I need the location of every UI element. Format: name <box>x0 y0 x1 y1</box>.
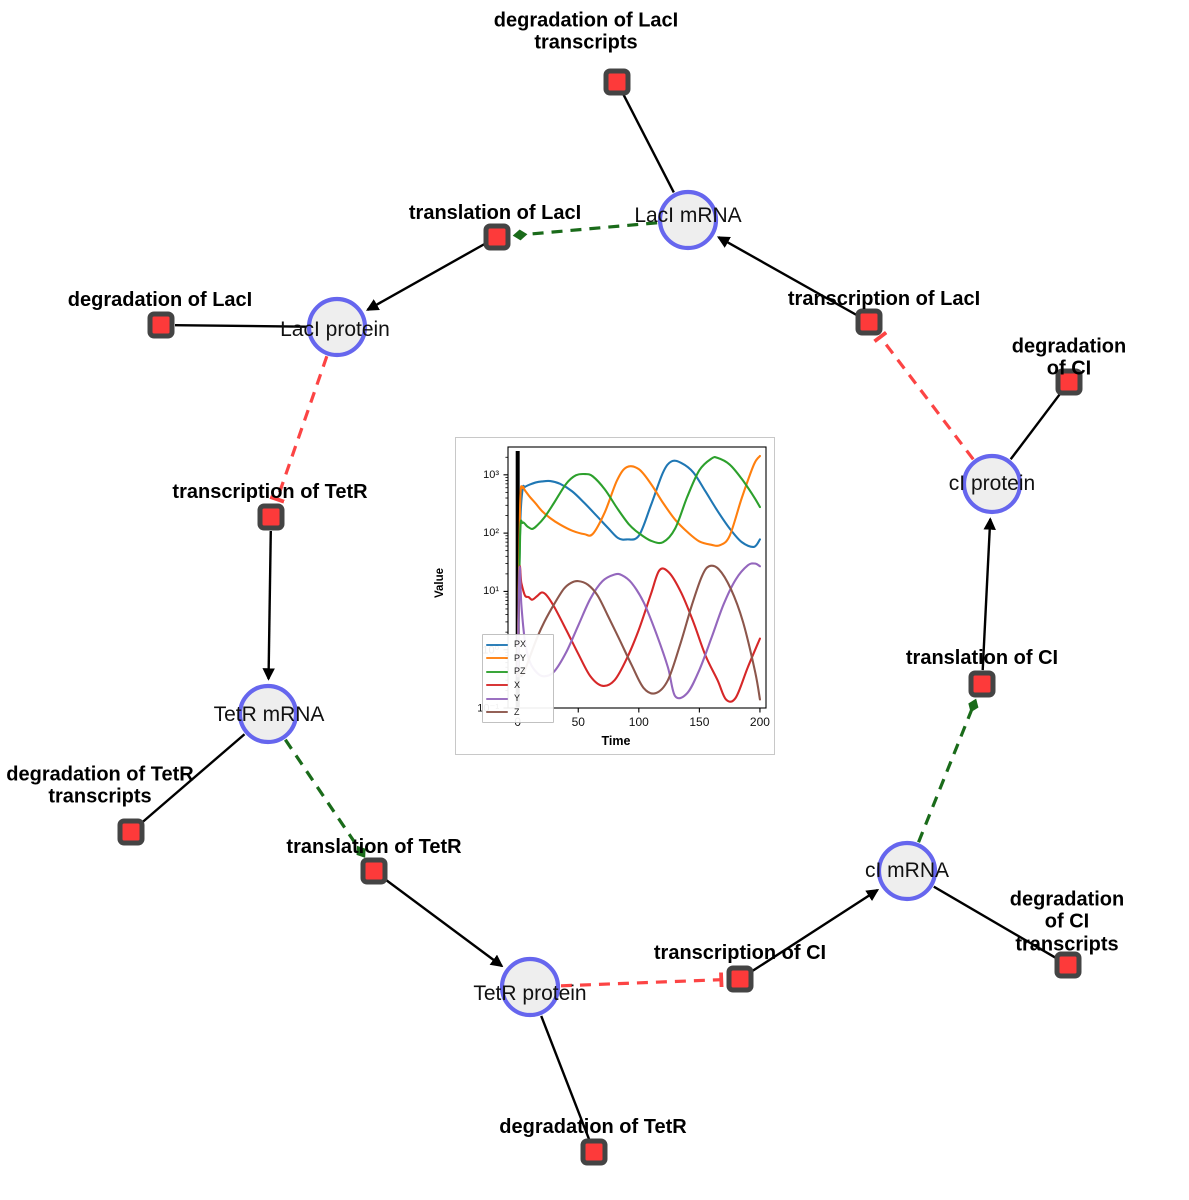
legend-swatch-PZ <box>486 670 508 673</box>
species-label-ci_protein: cI protein <box>948 472 1036 495</box>
edge-layer <box>140 93 1062 1140</box>
species-node-laci_mrna[interactable] <box>657 189 719 251</box>
edge-ci_protein-to-transcription_laci <box>873 330 975 461</box>
edge-deg_tetr_transcripts-to-tetr_mrna <box>140 733 246 824</box>
legend-label-Z: Z <box>514 706 520 717</box>
timecourse-plot: 10⁻¹10⁰10¹10²10³ 050100150200 Time Value… <box>434 437 775 755</box>
reaction-node-deg_tetr_transcripts[interactable] <box>117 818 145 846</box>
reaction-label-deg_tetr: degradation of TetR <box>499 1115 687 1138</box>
edge-transcription_ci-to-ci_mrna <box>751 888 880 973</box>
edge-deg_ci-to-ci_protein <box>1009 392 1062 460</box>
reaction-node-deg_tetr[interactable] <box>580 1138 608 1166</box>
node-layer <box>117 68 1083 1166</box>
plot-xtick-4: 200 <box>749 715 770 729</box>
plot-series-Z <box>516 564 761 701</box>
reaction-node-translation_laci[interactable] <box>483 223 511 251</box>
plot-ytick-2: 10¹ <box>483 585 499 598</box>
plot-x-axis-label: Time <box>601 734 631 748</box>
edge-tetr_protein-to-transcription_ci <box>560 972 724 988</box>
legend-row-Z: Z <box>486 706 549 720</box>
edge-laci_protein-to-transcription_tetr <box>269 355 329 504</box>
plot-xtick-3: 150 <box>689 715 710 729</box>
plot-series-PZ <box>516 456 761 674</box>
plot-xtick-1: 50 <box>571 715 585 729</box>
edge-ci_mrna-to-translation_ci <box>917 698 979 843</box>
plot-ytick-4: 10³ <box>483 468 499 481</box>
species-label-tetr_mrna: TetR mRNA <box>213 703 325 726</box>
reaction-label-transcription_laci: transcription of LacI <box>787 287 981 310</box>
species-node-laci_protein[interactable] <box>306 296 368 358</box>
legend-label-X: X <box>514 679 521 690</box>
edge-translation_ci-to-ci_protein <box>981 517 996 671</box>
plot-series-X <box>516 565 761 703</box>
legend-label-Y: Y <box>514 693 521 704</box>
plot-y-axis-label: Value <box>434 567 446 599</box>
reaction-label-translation_laci: translation of LacI <box>408 201 582 224</box>
reaction-label-deg_ci_transcripts: degradation of CI transcripts <box>1009 888 1125 956</box>
legend-swatch-Z <box>486 711 508 714</box>
reaction-node-transcription_tetr[interactable] <box>257 503 285 531</box>
reaction-node-transcription_laci[interactable] <box>855 308 883 336</box>
legend-swatch-X <box>486 684 508 687</box>
reaction-node-translation_tetr[interactable] <box>360 857 388 885</box>
legend-row-Y: Y <box>486 692 549 706</box>
plot-series-PY <box>516 454 761 669</box>
edge-transcription_laci-to-laci_mrna <box>716 236 858 317</box>
legend-row-PZ: PZ <box>486 665 549 679</box>
reaction-node-deg_ci_transcripts[interactable] <box>1054 951 1082 979</box>
reaction-label-translation_tetr: translation of TetR <box>286 835 462 858</box>
plot-series-PX <box>516 459 761 669</box>
plot-ytick-3: 10² <box>483 527 499 540</box>
legend-row-PX: PX <box>486 638 549 652</box>
species-label-laci_protein: LacI protein <box>280 318 390 341</box>
edge-deg_ci_transcripts-to-ci_mrna <box>933 885 1057 959</box>
reaction-label-deg_laci: degradation of LacI <box>67 288 253 311</box>
reaction-label-deg_tetr_transcripts: degradation of TetR transcripts <box>6 763 194 808</box>
reaction-node-transcription_ci[interactable] <box>726 965 754 993</box>
edge-translation_laci-to-laci_protein <box>365 242 486 311</box>
reaction-label-deg_ci: degradation of CI <box>1011 335 1127 380</box>
legend-label-PY: PY <box>514 652 527 663</box>
reaction-label-transcription_ci: transcription of CI <box>653 941 827 964</box>
plot-legend: PX PY PZ X Y Z <box>482 634 554 723</box>
reaction-node-deg_laci_transcripts[interactable] <box>603 68 631 96</box>
edge-tetr_mrna-to-translation_tetr <box>284 738 366 858</box>
edge-laci_mrna-to-translation_laci <box>512 221 658 241</box>
legend-label-PX: PX <box>514 639 527 650</box>
species-node-ci_mrna[interactable] <box>876 840 938 902</box>
edge-translation_tetr-to-tetr_protein <box>384 878 504 968</box>
reaction-node-deg_ci[interactable] <box>1055 368 1083 396</box>
edge-deg_laci-to-laci_protein <box>174 323 307 328</box>
species-node-tetr_protein[interactable] <box>499 956 561 1018</box>
legend-swatch-Y <box>486 697 508 700</box>
edge-deg_laci_transcripts-to-laci_mrna <box>622 93 675 193</box>
species-label-ci_mrna: cI mRNA <box>865 859 949 882</box>
reaction-label-transcription_tetr: transcription of TetR <box>172 480 368 503</box>
plot-tick-marks <box>503 456 761 713</box>
reaction-label-translation_ci: translation of CI <box>905 646 1059 669</box>
legend-swatch-PX <box>486 643 508 646</box>
legend-row-X: X <box>486 679 549 693</box>
legend-label-PZ: PZ <box>514 666 526 677</box>
legend-swatch-PY <box>486 657 508 660</box>
reaction-node-deg_laci[interactable] <box>147 311 175 339</box>
edge-transcription_tetr-to-tetr_mrna <box>262 530 275 681</box>
species-node-ci_protein[interactable] <box>961 453 1023 515</box>
edge-deg_tetr-to-tetr_protein <box>540 1015 591 1140</box>
species-label-laci_mrna: LacI mRNA <box>634 204 742 227</box>
plot-xtick-2: 100 <box>628 715 649 729</box>
plot-series-lines <box>515 451 761 707</box>
species-label-tetr_protein: TetR protein <box>473 982 587 1005</box>
species-node-tetr_mrna[interactable] <box>237 683 299 745</box>
reaction-node-translation_ci[interactable] <box>968 670 996 698</box>
reaction-label-deg_laci_transcripts: degradation of LacI transcripts <box>493 9 679 54</box>
legend-row-PY: PY <box>486 652 549 666</box>
